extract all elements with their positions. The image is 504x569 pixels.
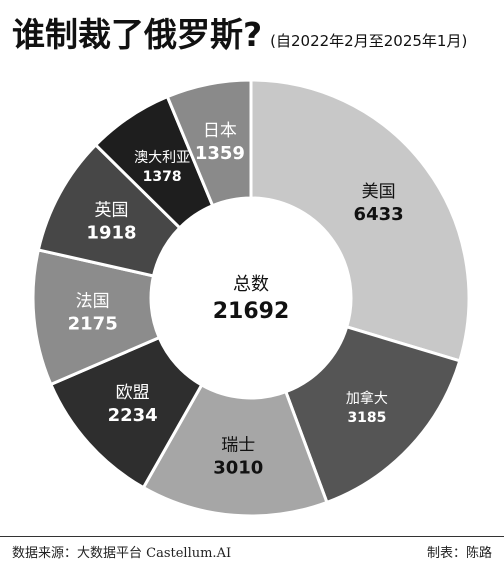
slice-label-2: 瑞士 [221, 435, 255, 455]
slice-value-0: 6433 [354, 204, 404, 225]
slice-label-1: 加拿大 [346, 390, 388, 407]
slice-label-7: 日本 [203, 121, 237, 141]
slice-value-6: 1378 [143, 169, 182, 185]
author-credit: 制表：陈路 [426, 546, 492, 561]
slice-label-4: 法国 [76, 292, 110, 312]
center-total-value: 21692 [213, 299, 290, 324]
slice-0 [249, 78, 471, 363]
slice-label-5: 英国 [94, 201, 128, 221]
slice-value-7: 1359 [195, 143, 245, 164]
footer-divider [0, 536, 504, 537]
slice-7 [165, 78, 253, 208]
slice-value-1: 3185 [347, 410, 386, 426]
slice-label-3: 欧盟 [116, 383, 150, 403]
slice-value-5: 1918 [86, 223, 136, 244]
chart-title: 谁制裁了俄罗斯? [12, 15, 263, 54]
slice-1 [283, 324, 462, 505]
chart-footer: 数据来源：大数据平台 Castellum.AI 制表：陈路 [12, 542, 492, 561]
data-source-note: 数据来源：大数据平台 Castellum.AI [12, 546, 232, 561]
slice-value-2: 3010 [213, 457, 263, 478]
slice-2 [141, 382, 329, 518]
donut-chart-container: 美国 6433 加拿大 3185 瑞士 3010 欧盟 2234 法国 2175 英国 1918 澳大利… [0, 66, 504, 536]
slice-label-6: 澳大利亚 [134, 150, 190, 166]
slice-value-3: 2234 [108, 405, 158, 426]
chart-subtitle: (自2022年2月至2025年1月) [270, 32, 468, 50]
slice-value-4: 2175 [68, 314, 118, 335]
slice-label-0: 美国 [362, 182, 396, 202]
chart-header: 谁制裁了俄罗斯? (自2022年2月至2025年1月) [12, 8, 467, 56]
center-label: 总数 [233, 274, 269, 295]
